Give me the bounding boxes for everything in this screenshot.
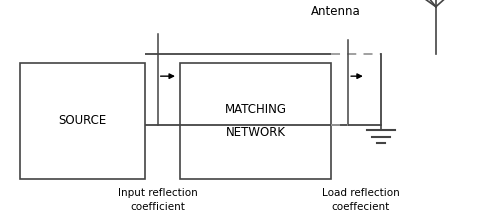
Bar (20, 63, 145, 179)
Bar (180, 63, 331, 179)
Text: Input reflection: Input reflection (118, 188, 198, 198)
Text: Antenna: Antenna (311, 5, 360, 18)
Text: coeffecient: coeffecient (332, 202, 390, 212)
Text: NETWORK: NETWORK (225, 126, 286, 139)
Text: coefficient: coefficient (130, 202, 185, 212)
Text: MATCHING: MATCHING (224, 103, 287, 116)
Text: Load reflection: Load reflection (322, 188, 400, 198)
Text: SOURCE: SOURCE (59, 114, 107, 127)
